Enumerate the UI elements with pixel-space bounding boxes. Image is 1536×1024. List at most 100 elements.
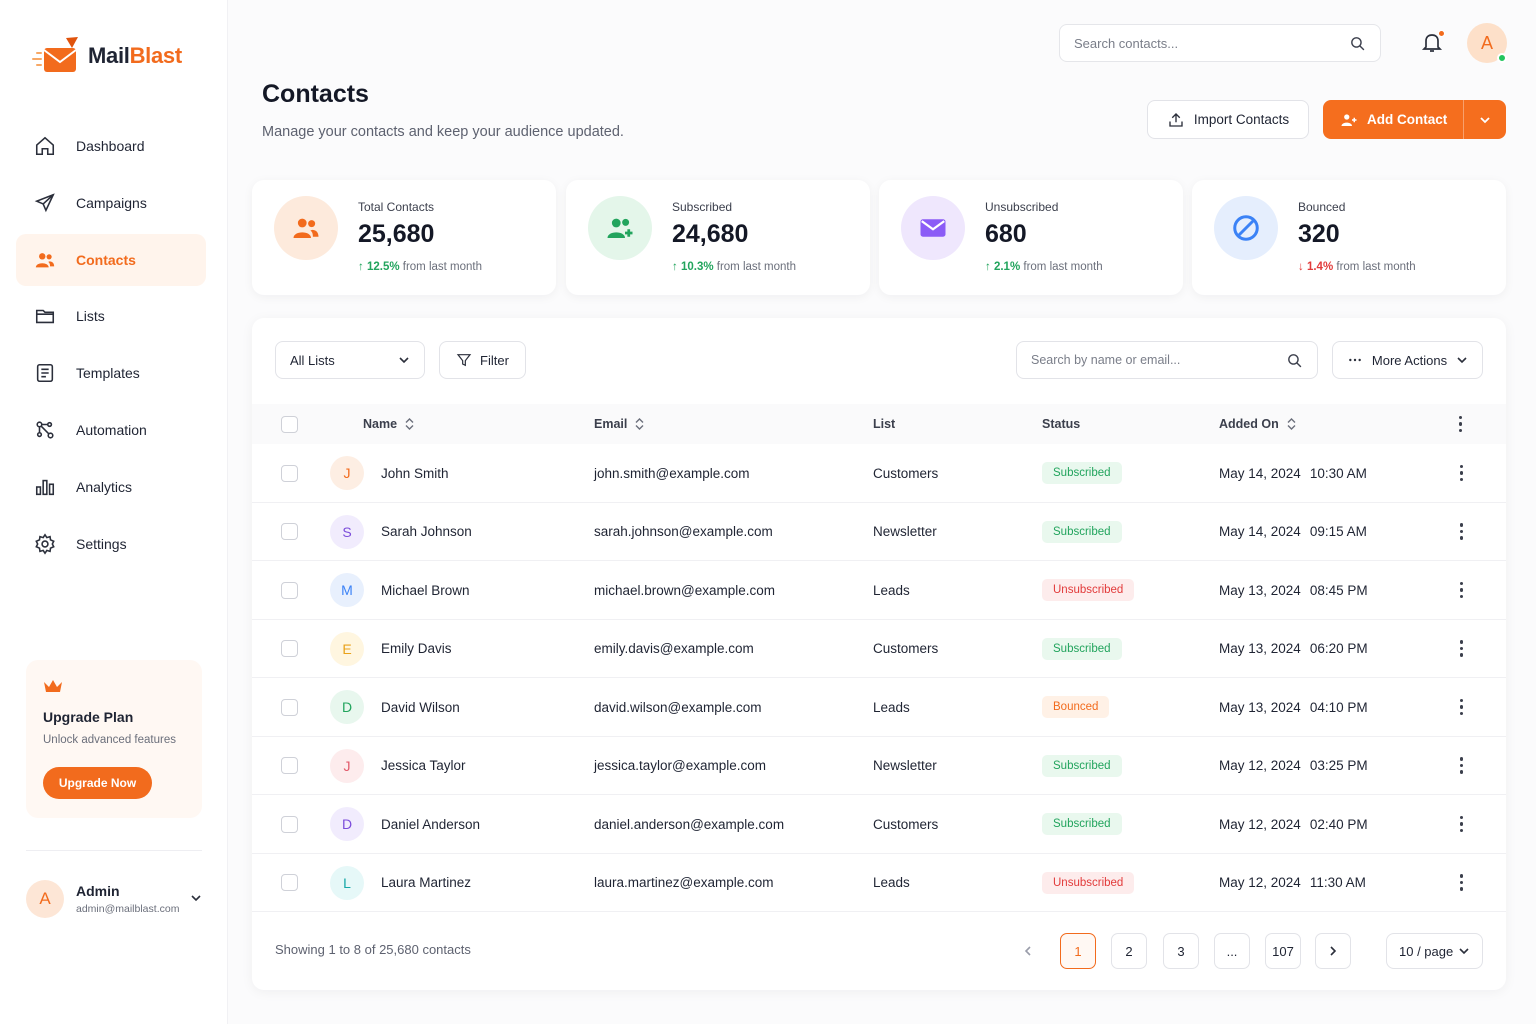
table-row[interactable]: D David Wilson david.wilson@example.com … — [252, 678, 1506, 737]
sidebar-item-settings[interactable]: Settings — [16, 518, 206, 570]
sidebar-item-automation[interactable]: Automation — [16, 404, 206, 456]
sidebar-item-analytics[interactable]: Analytics — [16, 461, 206, 513]
stat-card-subscribed: Subscribed 24,680 ↑ 10.3% from last mont… — [566, 180, 870, 295]
contact-name[interactable]: Sarah Johnson — [381, 524, 472, 539]
sidebar-item-label: Contacts — [76, 251, 136, 268]
row-actions-button[interactable] — [1460, 678, 1464, 736]
column-options[interactable] — [1459, 404, 1463, 444]
table-row[interactable]: J Jessica Taylor jessica.taylor@example.… — [252, 737, 1506, 795]
status-badge: Unsubscribed — [1042, 871, 1135, 894]
select-all-checkbox[interactable] — [281, 415, 298, 433]
contact-name[interactable]: Michael Brown — [381, 582, 470, 598]
contact-name-cell: S Sarah Johnson — [330, 503, 472, 561]
sidebar-item-lists[interactable]: Lists — [16, 290, 206, 342]
row-actions-button[interactable] — [1460, 503, 1464, 561]
list-filter-select[interactable]: All Lists — [275, 341, 425, 379]
column-email[interactable]: Email — [594, 404, 644, 444]
status-badge: Subscribed — [1042, 637, 1122, 660]
add-contact-button[interactable]: Add Contact — [1323, 100, 1506, 139]
import-contacts-button[interactable]: Import Contacts — [1147, 100, 1309, 139]
table-row[interactable]: E Emily Davis emily.davis@example.com Cu… — [252, 620, 1506, 678]
table-row[interactable]: M Michael Brown michael.brown@example.co… — [252, 561, 1506, 620]
sidebar: MailBlast Dashboard Campaigns Contacts L… — [0, 0, 228, 1024]
contact-name[interactable]: Laura Martinez — [381, 875, 472, 890]
more-vertical-icon — [1460, 523, 1464, 540]
sidebar-item-label: Settings — [76, 535, 127, 552]
added-on-cell: May 14, 2024 10:30 AM — [1219, 444, 1367, 502]
upgrade-now-button[interactable]: Upgrade Now — [43, 767, 152, 799]
stat-icon-bg — [901, 196, 965, 260]
row-checkbox[interactable] — [281, 874, 298, 891]
column-list-label: List — [873, 417, 896, 431]
contact-name[interactable]: John Smith — [381, 465, 449, 481]
contact-name[interactable]: Emily Davis — [381, 641, 452, 656]
contact-name[interactable]: David Wilson — [381, 699, 460, 715]
next-page-button[interactable] — [1315, 933, 1351, 969]
chevron-down-icon[interactable] — [190, 892, 202, 904]
more-actions-button[interactable]: More Actions — [1332, 341, 1483, 379]
sidebar-item-dashboard[interactable]: Dashboard — [16, 120, 206, 172]
per-page-select[interactable]: 10 / page — [1386, 933, 1483, 969]
filter-button[interactable]: Filter — [439, 341, 526, 379]
added-on-cell: May 12, 2024 02:40 PM — [1219, 795, 1368, 853]
column-name[interactable]: Name — [363, 404, 414, 444]
table-row[interactable]: J John Smith john.smith@example.com Cust… — [252, 444, 1506, 503]
row-checkbox[interactable] — [281, 581, 298, 599]
sort-icon — [635, 418, 644, 430]
contact-name[interactable]: Daniel Anderson — [381, 816, 481, 832]
contact-list: Newsletter — [873, 524, 937, 539]
row-actions-button[interactable] — [1460, 620, 1464, 678]
added-date: May 12, 2024 — [1219, 816, 1301, 832]
sidebar-item-label: Automation — [76, 421, 147, 438]
contact-email: john.smith@example.com — [594, 465, 750, 481]
page-button-107[interactable]: 107 — [1265, 933, 1301, 969]
sidebar-item-contacts[interactable]: Contacts — [16, 233, 206, 286]
global-search-input[interactable]: Search contacts... — [1059, 24, 1381, 62]
page-subtitle: Manage your contacts and keep your audie… — [262, 124, 624, 140]
pagination-info: Showing 1 to 8 of 25,680 contacts — [275, 942, 471, 957]
user-add-icon — [1341, 113, 1357, 126]
prev-page-button[interactable] — [1010, 933, 1046, 969]
row-checkbox[interactable] — [281, 640, 298, 657]
added-time: 09:15 AM — [1309, 524, 1367, 539]
page-button-1[interactable]: 1 — [1060, 933, 1096, 969]
app-logo[interactable]: MailBlast — [32, 36, 182, 76]
table-search-placeholder: Search by name or email... — [1031, 353, 1181, 367]
row-actions-button[interactable] — [1460, 737, 1464, 795]
page-button-3[interactable]: 3 — [1163, 933, 1199, 969]
status-badge: Subscribed — [1042, 462, 1122, 484]
top-avatar[interactable]: A — [1467, 23, 1507, 63]
row-actions-button[interactable] — [1460, 444, 1464, 502]
row-checkbox[interactable] — [281, 757, 298, 774]
stat-change: ↑ 10.3% from last month — [672, 261, 797, 273]
added-date: May 14, 2024 — [1219, 465, 1301, 481]
contact-email: michael.brown@example.com — [594, 582, 776, 598]
stat-change: ↑ 12.5% from last month — [358, 261, 483, 273]
table-search-input[interactable]: Search by name or email... — [1016, 341, 1318, 379]
row-actions-button[interactable] — [1460, 561, 1464, 619]
row-checkbox[interactable] — [281, 464, 298, 482]
sidebar-item-campaigns[interactable]: Campaigns — [16, 177, 206, 229]
table-row[interactable]: D Daniel Anderson daniel.anderson@exampl… — [252, 795, 1506, 854]
per-page-value: 10 / page — [1399, 943, 1454, 959]
column-added[interactable]: Added On — [1219, 404, 1296, 444]
table-row[interactable]: L Laura Martinez laura.martinez@example.… — [252, 854, 1506, 912]
row-checkbox[interactable] — [281, 815, 298, 833]
contact-name[interactable]: Jessica Taylor — [381, 758, 466, 773]
row-checkbox[interactable] — [281, 698, 298, 716]
contact-list: Customers — [873, 465, 939, 481]
user-profile-menu[interactable]: A Admin admin@mailblast.com — [26, 880, 206, 918]
added-date: May 13, 2024 — [1219, 641, 1301, 656]
sidebar-item-templates[interactable]: Templates — [16, 347, 206, 399]
row-checkbox[interactable] — [281, 523, 298, 540]
row-actions-button[interactable] — [1460, 854, 1464, 912]
send-icon — [34, 193, 55, 213]
notifications-button[interactable] — [1420, 30, 1445, 59]
page-button-2[interactable]: 2 — [1111, 933, 1147, 969]
row-checkbox-cell — [281, 620, 298, 678]
row-actions-button[interactable] — [1460, 795, 1464, 853]
page-title: Contacts — [262, 80, 369, 108]
add-contact-dropdown[interactable] — [1464, 114, 1506, 126]
crown-icon — [44, 680, 62, 692]
table-row[interactable]: S Sarah Johnson sarah.johnson@example.co… — [252, 503, 1506, 561]
